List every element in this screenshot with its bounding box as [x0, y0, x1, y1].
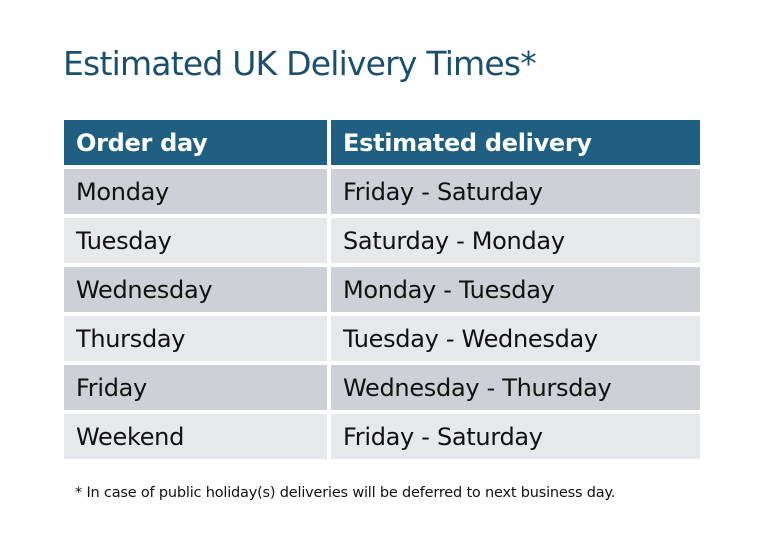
- table-row: Monday Friday - Saturday: [64, 169, 700, 214]
- delivery-cell: Wednesday - Thursday: [331, 365, 700, 410]
- table-row: Tuesday Saturday - Monday: [64, 218, 700, 263]
- delivery-times-table: Order day Estimated delivery Monday Frid…: [60, 116, 704, 463]
- table-row: Friday Wednesday - Thursday: [64, 365, 700, 410]
- order-day-cell: Thursday: [64, 316, 327, 361]
- order-day-cell: Friday: [64, 365, 327, 410]
- delivery-cell: Friday - Saturday: [331, 414, 700, 459]
- order-day-cell: Monday: [64, 169, 327, 214]
- footnote: * In case of public holiday(s) deliverie…: [75, 485, 616, 501]
- delivery-cell: Saturday - Monday: [331, 218, 700, 263]
- order-day-cell: Weekend: [64, 414, 327, 459]
- order-day-cell: Wednesday: [64, 267, 327, 312]
- page-title: Estimated UK Delivery Times*: [63, 44, 537, 83]
- table-row: Thursday Tuesday - Wednesday: [64, 316, 700, 361]
- delivery-cell: Monday - Tuesday: [331, 267, 700, 312]
- table-row: Wednesday Monday - Tuesday: [64, 267, 700, 312]
- delivery-cell: Friday - Saturday: [331, 169, 700, 214]
- header-order-day: Order day: [64, 120, 327, 165]
- table-row: Weekend Friday - Saturday: [64, 414, 700, 459]
- delivery-cell: Tuesday - Wednesday: [331, 316, 700, 361]
- table-header-row: Order day Estimated delivery: [64, 120, 700, 165]
- order-day-cell: Tuesday: [64, 218, 327, 263]
- header-estimated-delivery: Estimated delivery: [331, 120, 700, 165]
